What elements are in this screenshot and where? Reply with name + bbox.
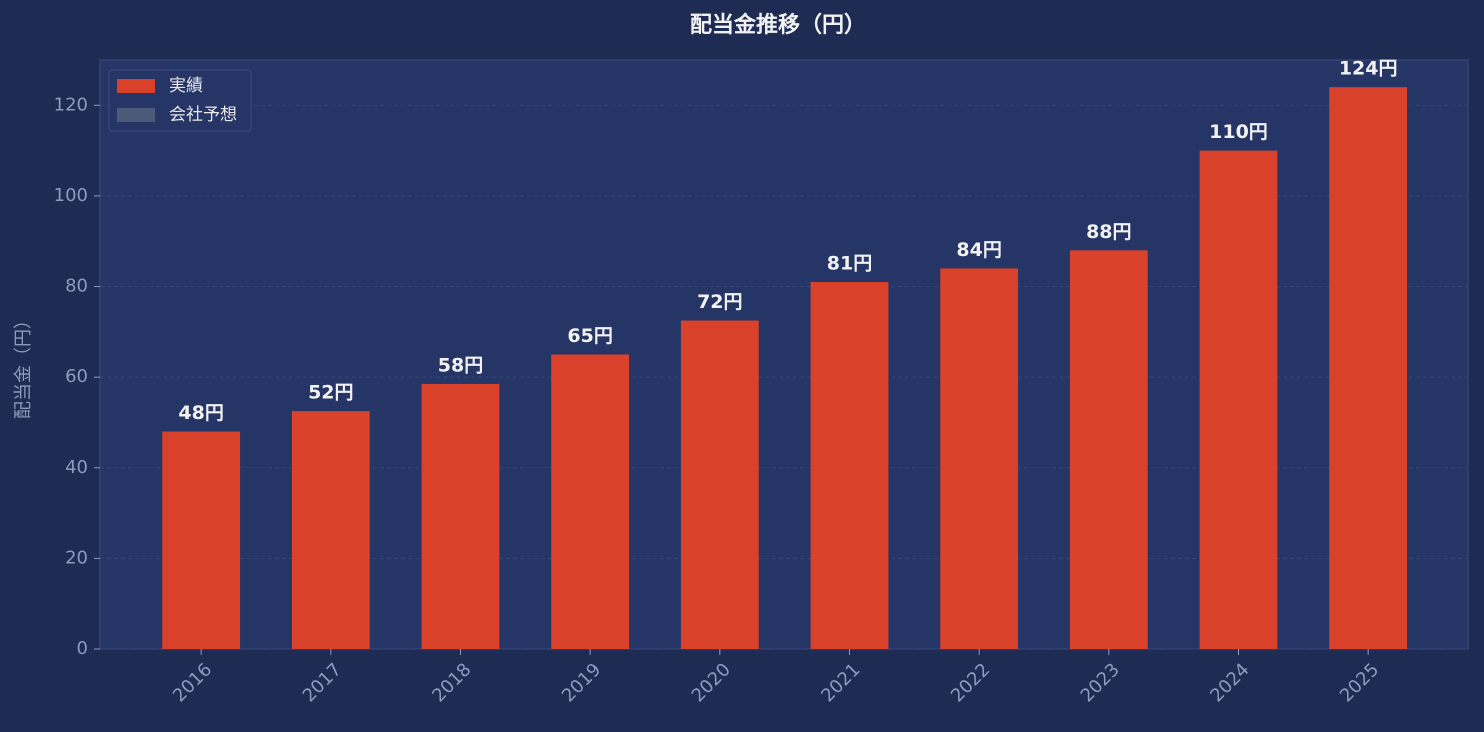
data-label: 88円 [1086,221,1131,243]
data-label: 48円 [178,402,223,424]
data-label: 124円 [1339,58,1398,80]
bar [291,411,370,649]
bar [1199,150,1278,649]
y-tick-label: 20 [65,547,88,568]
legend-swatch [117,108,155,122]
bar [421,383,500,649]
y-tick-label: 100 [54,185,88,206]
data-label: 81円 [827,253,872,275]
legend-swatch [117,79,155,93]
bar [940,268,1019,649]
y-tick-label: 80 [65,276,88,297]
data-label: 72円 [697,291,742,313]
bar [1329,87,1408,649]
bar [162,431,241,649]
chart-title: 配当金推移（円） [690,12,866,38]
bar [810,282,889,649]
data-label: 52円 [308,382,353,404]
y-axis-label: 配当金（円） [13,311,34,419]
y-tick-label: 120 [54,94,88,115]
y-tick-label: 60 [65,366,88,387]
y-tick-label: 0 [77,638,88,659]
data-label: 65円 [567,325,612,347]
legend-label: 実績 [169,76,203,96]
data-label: 84円 [956,239,1001,261]
bar [551,354,630,649]
bar [1069,250,1148,650]
data-label: 110円 [1209,121,1268,143]
bar [680,320,759,649]
legend-label: 会社予想 [169,105,237,125]
data-label: 58円 [438,354,483,376]
y-tick-label: 40 [65,457,88,478]
